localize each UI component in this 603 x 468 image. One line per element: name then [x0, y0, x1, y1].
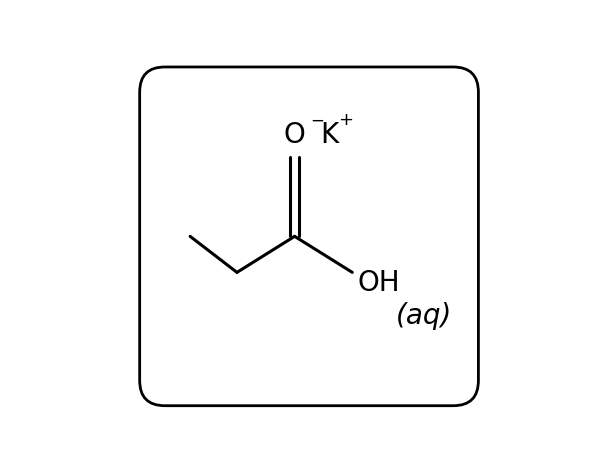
- Text: K: K: [320, 121, 338, 149]
- Text: +: +: [339, 111, 353, 129]
- Text: (aq): (aq): [396, 301, 452, 329]
- FancyBboxPatch shape: [140, 67, 478, 406]
- Text: −: −: [310, 111, 324, 129]
- Text: OH: OH: [358, 269, 400, 297]
- Text: O: O: [284, 121, 306, 149]
